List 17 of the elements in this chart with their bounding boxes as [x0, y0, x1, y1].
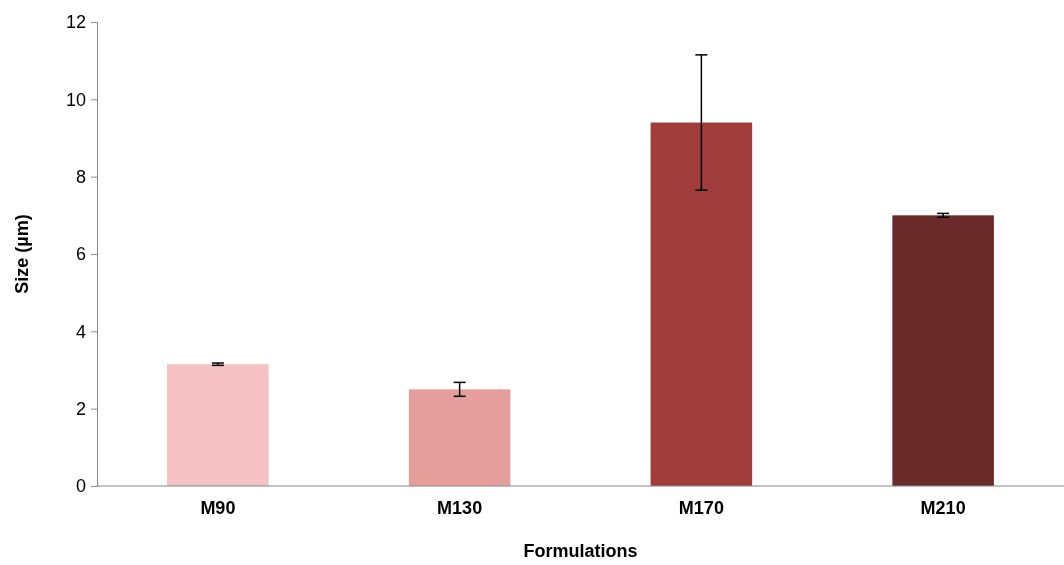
- y-tick-label: 10: [65, 89, 86, 110]
- y-tick-label: 12: [65, 12, 86, 33]
- y-axis-title: Size (µm): [12, 214, 32, 294]
- y-tick-label: 6: [75, 244, 86, 265]
- y-tick-label: 8: [75, 166, 86, 187]
- x-tick-label: M210: [920, 498, 966, 519]
- bar: [650, 122, 753, 486]
- y-tick-label: 2: [75, 398, 86, 419]
- x-tick-label: M130: [437, 498, 483, 519]
- x-axis-title: Formulations: [523, 541, 638, 561]
- bar: [167, 364, 269, 486]
- x-tick-label: M170: [678, 498, 724, 519]
- bar: [408, 389, 511, 486]
- y-tick-label: 0: [75, 476, 86, 497]
- y-tick-label: 4: [75, 321, 86, 342]
- x-tick-label: M90: [200, 498, 236, 519]
- bar: [892, 215, 994, 486]
